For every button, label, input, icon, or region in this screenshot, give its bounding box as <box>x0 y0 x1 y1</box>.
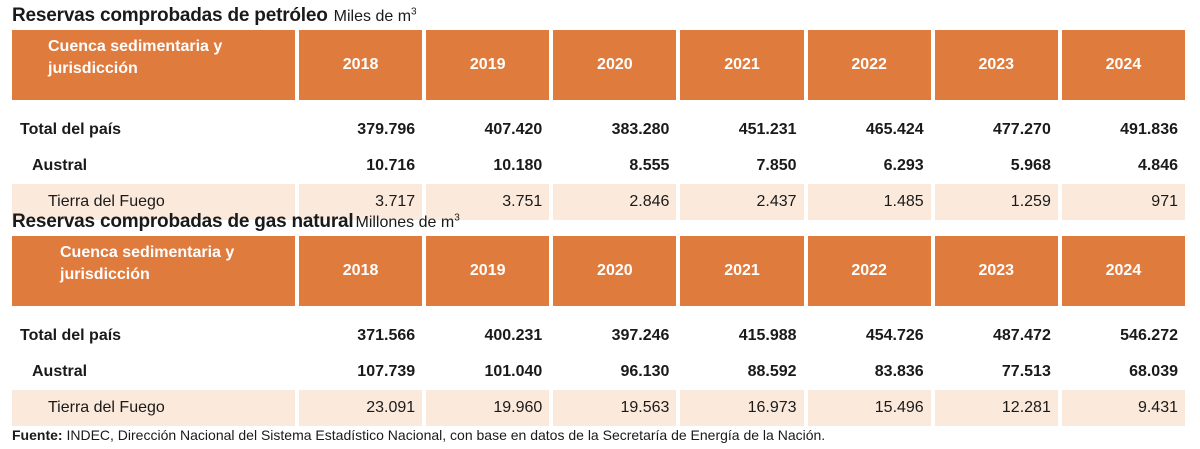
cell-value: 83.836 <box>874 363 924 380</box>
oil-title: Reservas comprobadas de petróleo Miles de… <box>12 2 417 30</box>
cell-value: 10.716 <box>366 157 416 174</box>
cell-value: 96.130 <box>620 363 670 380</box>
source-text: INDEC, Dirección Nacional del Sistema Es… <box>62 427 826 443</box>
oil-unit: Miles de m3 <box>333 6 417 25</box>
cell-value: 2.437 <box>680 184 804 220</box>
oil-header-row: Cuenca sedimentaria y jurisdicción 2018 … <box>12 30 1185 100</box>
cell-value: 477.270 <box>993 121 1051 138</box>
gas-header-year: 2019 <box>426 236 550 306</box>
cell-value: 451.231 <box>738 121 797 138</box>
cell-value: 3.751 <box>426 184 550 220</box>
oil-header-label: Cuenca sedimentaria y jurisdicción <box>12 30 295 100</box>
cell-value: 487.472 <box>993 327 1051 344</box>
cell-value: 491.836 <box>1120 121 1178 138</box>
cell-value: 19.563 <box>553 390 677 426</box>
cell-value: 12.281 <box>934 390 1058 426</box>
gas-header-row: Cuenca sedimentaria y jurisdicción 2018 … <box>12 236 1185 306</box>
oil-title-text: Reservas comprobadas de petróleo <box>12 5 328 26</box>
cell-value: 8.555 <box>629 157 670 174</box>
gas-header-year: 2023 <box>934 236 1058 306</box>
gas-unit: Millones de m3 <box>355 212 460 231</box>
row-label: Tierra del Fuego <box>12 390 295 426</box>
gas-reserves-table: Cuenca sedimentaria y jurisdicción 2018 … <box>8 236 1189 426</box>
oil-header-year: 2022 <box>807 30 931 100</box>
oil-header-label-line2: jurisdicción <box>48 60 138 77</box>
oil-header-year: 2024 <box>1061 30 1185 100</box>
oil-reserves-table: Cuenca sedimentaria y jurisdicción 2018 … <box>8 30 1189 220</box>
oil-header-year: 2019 <box>426 30 550 100</box>
cell-value: 454.726 <box>865 327 924 344</box>
row-label: Total del país <box>20 327 122 344</box>
cell-value: 9.431 <box>1061 390 1185 426</box>
cell-value: 77.513 <box>1001 363 1051 380</box>
gas-header-year: 2018 <box>299 236 423 306</box>
oil-header-year: 2018 <box>299 30 423 100</box>
cell-value: 23.091 <box>299 390 423 426</box>
cell-value: 88.592 <box>747 363 797 380</box>
cell-value: 101.040 <box>484 363 543 380</box>
oil-header-year: 2020 <box>553 30 677 100</box>
gas-header-label-line1: Cuenca sedimentaria y <box>60 244 235 261</box>
cell-value: 397.246 <box>611 327 670 344</box>
cell-value: 68.039 <box>1129 363 1178 380</box>
cell-value: 19.960 <box>426 390 550 426</box>
oil-header-year: 2021 <box>680 30 804 100</box>
cell-value: 407.420 <box>484 121 543 138</box>
row-label: Austral <box>32 363 88 380</box>
cell-value: 7.850 <box>756 157 797 174</box>
row-label: Tierra del Fuego <box>12 184 295 220</box>
oil-header-label-line1: Cuenca sedimentaria y <box>48 38 223 55</box>
gas-unit-sup: 3 <box>454 212 460 224</box>
cell-value: 1.485 <box>807 184 931 220</box>
oil-unit-sup: 3 <box>411 6 417 18</box>
oil-unit-text: Miles de m <box>333 8 412 25</box>
oil-row-total: Total del país 379.796 407.420 383.280 4… <box>12 112 1185 148</box>
cell-value: 1.259 <box>934 184 1058 220</box>
oil-row-tierra-del-fuego: Tierra del Fuego 3.717 3.751 2.846 2.437… <box>12 184 1185 220</box>
cell-value: 383.280 <box>611 121 670 138</box>
cell-value: 546.272 <box>1120 327 1178 344</box>
cell-value: 6.293 <box>883 157 924 174</box>
gas-header-year: 2021 <box>680 236 804 306</box>
oil-header-year: 2023 <box>934 30 1058 100</box>
gas-row-tierra-del-fuego: Tierra del Fuego 23.091 19.960 19.563 16… <box>12 390 1185 426</box>
cell-value: 4.846 <box>1137 157 1178 174</box>
cell-value: 10.180 <box>493 157 543 174</box>
gas-header-year: 2024 <box>1061 236 1185 306</box>
source-note: Fuente: INDEC, Dirección Nacional del Si… <box>12 427 825 443</box>
gas-header-label: Cuenca sedimentaria y jurisdicción <box>12 236 295 306</box>
cell-value: 971 <box>1061 184 1185 220</box>
cell-value: 371.566 <box>357 327 416 344</box>
gas-row-total: Total del país 371.566 400.231 397.246 4… <box>12 318 1185 354</box>
source-label: Fuente: <box>12 427 63 443</box>
cell-value: 16.973 <box>680 390 804 426</box>
cell-value: 5.968 <box>1010 157 1051 174</box>
cell-value: 415.988 <box>738 327 797 344</box>
row-label: Total del país <box>20 121 122 138</box>
cell-value: 2.846 <box>553 184 677 220</box>
gas-header-year: 2020 <box>553 236 677 306</box>
gas-header-year: 2022 <box>807 236 931 306</box>
gas-title-text: Reservas comprobadas de gas natural <box>12 211 354 232</box>
gas-row-austral: Austral 107.739 101.040 96.130 88.592 83… <box>12 354 1185 390</box>
cell-value: 3.717 <box>299 184 423 220</box>
cell-value: 400.231 <box>484 327 543 344</box>
gas-unit-text: Millones de m <box>355 214 455 231</box>
oil-row-austral: Austral 10.716 10.180 8.555 7.850 6.293 … <box>12 148 1185 184</box>
row-label: Austral <box>32 157 88 174</box>
cell-value: 465.424 <box>865 121 924 138</box>
cell-value: 15.496 <box>807 390 931 426</box>
cell-value: 379.796 <box>357 121 416 138</box>
gas-header-label-line2: jurisdicción <box>60 266 150 283</box>
gas-title: Reservas comprobadas de gas natural Millo… <box>12 208 460 236</box>
cell-value: 107.739 <box>357 363 416 380</box>
